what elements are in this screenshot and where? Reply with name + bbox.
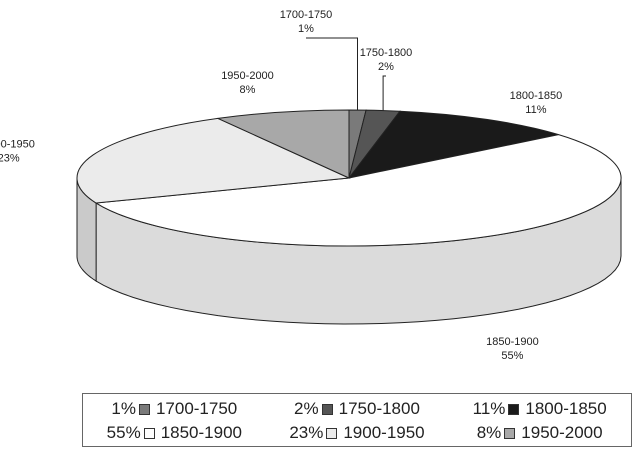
legend-label: 1800-1850: [525, 399, 607, 418]
pie-slice-1850-1900: [94, 134, 622, 247]
slice-labels: 1700-1750 1% 1750-1800 2% 1800-1850 11% 1850-1…: [0, 9, 562, 362]
legend: 1% 1700-1750 2% 1750-1800 11% 1800-1850 55% 185…: [82, 393, 632, 447]
legend-label: 1900-1950: [343, 423, 425, 442]
slice-label-category: 1950-2000: [221, 70, 274, 82]
legend-percent: 1%: [111, 399, 136, 418]
legend-percent: 55%: [106, 423, 141, 442]
legend-percent: 23%: [289, 423, 324, 442]
legend-label: 1750-1800: [338, 399, 420, 418]
slice-label-percent: 8%: [240, 84, 256, 96]
legend-swatch: [143, 427, 155, 439]
legend-label: 1950-2000: [521, 423, 603, 442]
slice-label-category: 1850-1900: [486, 336, 539, 348]
legend-label: 1850-1900: [160, 423, 242, 442]
legend-percent: 11%: [472, 399, 506, 418]
legend-swatch: [321, 403, 333, 415]
slice-label-percent: 11%: [525, 104, 546, 116]
pie-slice-1900-1950: [76, 117, 351, 204]
leader-1700-1750: [306, 37, 358, 110]
pie-slice-1800-1850: [347, 110, 559, 179]
slice-label-percent: 1%: [298, 23, 314, 35]
legend-label: 1700-1750: [155, 399, 238, 418]
slice-label-percent: 2%: [378, 61, 394, 73]
legend-swatch: [326, 427, 338, 439]
slice-label-percent: 55%: [501, 350, 523, 362]
legend-item: 2% 1750-1800: [266, 399, 449, 419]
pie-slice-1950-2000: [216, 109, 350, 179]
legend-percent: 2%: [294, 399, 319, 418]
slice-label-percent: 23%: [0, 152, 20, 164]
legend-swatch: [138, 403, 150, 415]
legend-item: 11% 1800-1850: [448, 399, 631, 419]
slice-label-category: 1700-1750: [280, 9, 333, 21]
legend-swatch: [508, 403, 520, 415]
slice-label-category: 1800-1850: [510, 90, 563, 102]
legend-item: 55% 1850-1900: [83, 423, 266, 443]
legend-grid: 1% 1700-1750 2% 1750-1800 11% 1800-1850 55% 185…: [83, 394, 631, 443]
legend-percent: 8%: [476, 423, 502, 442]
legend-item: 1% 1700-1750: [83, 399, 266, 419]
slice-label-category: 1750-1800: [360, 47, 413, 59]
leader-lines: [306, 37, 386, 111]
slice-label-category: 1900-1950: [0, 138, 35, 150]
legend-item: 8% 1950-2000: [448, 423, 631, 443]
legend-item: 23% 1900-1950: [266, 423, 449, 443]
leader-1750-1800: [382, 75, 386, 111]
pie-top-face: [76, 109, 622, 247]
legend-swatch: [504, 427, 516, 439]
